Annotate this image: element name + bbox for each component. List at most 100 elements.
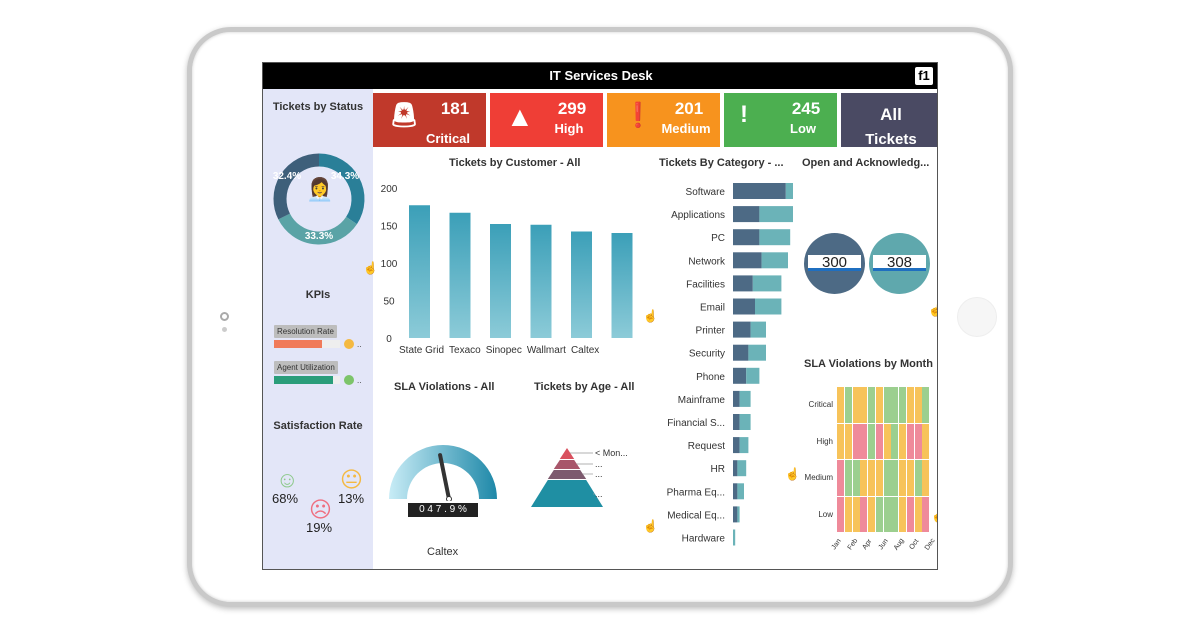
category-bar-segment[interactable] bbox=[746, 367, 760, 384]
tile-tickets[interactable]: All Tickets bbox=[841, 93, 937, 148]
heatmap-cell[interactable] bbox=[837, 387, 845, 423]
category-bar-segment[interactable] bbox=[733, 460, 738, 477]
logo-icon[interactable]: f1 bbox=[915, 67, 933, 85]
category-bar-segment[interactable] bbox=[733, 321, 751, 338]
category-bar-segment[interactable] bbox=[733, 437, 740, 454]
category-bar-segment[interactable] bbox=[739, 390, 751, 407]
customer-bar-chart[interactable]: 0 50 100 150 200 bbox=[373, 175, 643, 343]
heatmap-cell[interactable] bbox=[906, 387, 914, 423]
heatmap-cell[interactable] bbox=[860, 387, 868, 423]
category-bar-segment[interactable] bbox=[785, 183, 793, 199]
heatmap-cell[interactable] bbox=[852, 496, 860, 533]
hand-cursor-icon[interactable]: ☝ bbox=[785, 467, 800, 481]
category-bar-segment[interactable] bbox=[733, 390, 740, 407]
bar[interactable] bbox=[571, 231, 592, 339]
heatmap-cell[interactable] bbox=[844, 423, 852, 460]
pyramid-layer[interactable] bbox=[553, 460, 581, 469]
heatmap-cell[interactable] bbox=[875, 423, 883, 460]
hand-cursor-icon[interactable]: ☝ bbox=[643, 309, 658, 323]
heatmap-cell[interactable] bbox=[868, 496, 876, 533]
pyramid-layer[interactable] bbox=[547, 470, 587, 479]
heatmap-cell[interactable] bbox=[922, 423, 930, 460]
category-bar-segment[interactable] bbox=[733, 506, 738, 523]
bar[interactable] bbox=[611, 233, 633, 338]
heatmap-cell[interactable] bbox=[868, 387, 876, 423]
bar[interactable] bbox=[409, 205, 430, 338]
heatmap-cell[interactable] bbox=[883, 423, 891, 460]
heatmap-cell[interactable] bbox=[891, 496, 899, 533]
heatmap-cell[interactable] bbox=[883, 460, 891, 496]
heatmap-cell[interactable] bbox=[868, 460, 876, 496]
heatmap-cell[interactable] bbox=[844, 460, 852, 496]
age-pyramid[interactable]: < Mon............ bbox=[531, 448, 651, 513]
heatmap-cell[interactable] bbox=[837, 496, 845, 533]
hand-cursor-icon[interactable]: ☝ bbox=[643, 519, 658, 533]
category-bar-segment[interactable] bbox=[733, 414, 740, 430]
category-bar-segment[interactable] bbox=[750, 321, 766, 338]
category-bar-segment[interactable] bbox=[759, 229, 791, 246]
category-bar-segment[interactable] bbox=[737, 483, 744, 500]
bar[interactable] bbox=[449, 212, 471, 338]
heatmap-cell[interactable] bbox=[844, 387, 852, 423]
heatmap-cell[interactable] bbox=[914, 496, 922, 533]
heatmap-cell[interactable] bbox=[844, 496, 852, 533]
category-bar-segment[interactable] bbox=[733, 252, 762, 269]
category-bar-segment[interactable] bbox=[755, 298, 782, 315]
heatmap-cell[interactable] bbox=[860, 423, 868, 460]
heatmap-cell[interactable] bbox=[852, 423, 860, 460]
heatmap-cell[interactable] bbox=[899, 496, 907, 533]
heatmap-cell[interactable] bbox=[883, 387, 891, 423]
category-bar-segment[interactable] bbox=[733, 344, 749, 361]
category-bar-segment[interactable] bbox=[733, 483, 738, 500]
bar[interactable] bbox=[530, 224, 552, 338]
tile-low[interactable]: ! 245 Low bbox=[724, 93, 837, 147]
donut-slice[interactable] bbox=[318, 153, 365, 225]
heatmap-cell[interactable] bbox=[875, 387, 883, 423]
category-bar-segment[interactable] bbox=[733, 298, 755, 315]
heatmap-cell[interactable] bbox=[860, 496, 868, 533]
heatmap-cell[interactable] bbox=[837, 460, 845, 496]
heatmap-cell[interactable] bbox=[899, 460, 907, 496]
hand-cursor-icon[interactable]: ☝ bbox=[931, 509, 937, 523]
heatmap-cell[interactable] bbox=[875, 496, 883, 533]
heatmap-cell[interactable] bbox=[914, 387, 922, 423]
category-bar-segment[interactable] bbox=[733, 206, 760, 223]
pyramid-layer[interactable] bbox=[559, 448, 575, 459]
heatmap-cell[interactable] bbox=[906, 423, 914, 460]
category-bar-segment[interactable] bbox=[733, 229, 760, 246]
tile-critical[interactable]: 🚨︎ 181 Critical bbox=[373, 93, 486, 147]
heatmap-cell[interactable] bbox=[891, 460, 899, 496]
category-bar-segment[interactable] bbox=[759, 206, 793, 223]
bar[interactable] bbox=[490, 224, 511, 338]
heatmap-cell[interactable] bbox=[891, 387, 899, 423]
pyramid-layer[interactable] bbox=[531, 480, 603, 507]
open-count-circle[interactable]: 300 bbox=[804, 233, 865, 294]
heatmap-cell[interactable] bbox=[837, 423, 845, 460]
category-bar-segment[interactable] bbox=[739, 437, 749, 454]
heatmap-cell[interactable] bbox=[868, 423, 876, 460]
category-bar-segment[interactable] bbox=[733, 529, 736, 546]
status-donut[interactable]: 34.3% 33.3% 32.4% bbox=[271, 151, 367, 247]
category-bar-segment[interactable] bbox=[748, 344, 766, 361]
hand-cursor-icon[interactable]: ☝ bbox=[363, 261, 378, 275]
ack-count-circle[interactable]: 308 bbox=[869, 233, 930, 294]
heatmap-cell[interactable] bbox=[852, 460, 860, 496]
heatmap-cell[interactable] bbox=[899, 387, 907, 423]
category-bar-segment[interactable] bbox=[739, 414, 751, 430]
heatmap-cell[interactable] bbox=[922, 496, 930, 533]
heatmap-cell[interactable] bbox=[906, 460, 914, 496]
category-bar-segment[interactable] bbox=[733, 275, 753, 292]
category-bar-segment[interactable] bbox=[733, 367, 747, 384]
category-bar-segment[interactable] bbox=[737, 506, 740, 523]
heatmap-cell[interactable] bbox=[883, 496, 891, 533]
heatmap-cell[interactable] bbox=[922, 387, 930, 423]
hand-cursor-icon[interactable]: ☝ bbox=[928, 303, 937, 317]
donut-slice[interactable] bbox=[278, 213, 357, 245]
tile-high[interactable]: ▲ 299 High bbox=[490, 93, 603, 147]
category-bar-segment[interactable] bbox=[752, 275, 782, 292]
sla-gauge[interactable] bbox=[387, 441, 499, 501]
home-button[interactable] bbox=[957, 297, 997, 337]
heatmap-cell[interactable] bbox=[852, 387, 860, 423]
heatmap-cell[interactable] bbox=[914, 460, 922, 496]
heatmap-cell[interactable] bbox=[875, 460, 883, 496]
